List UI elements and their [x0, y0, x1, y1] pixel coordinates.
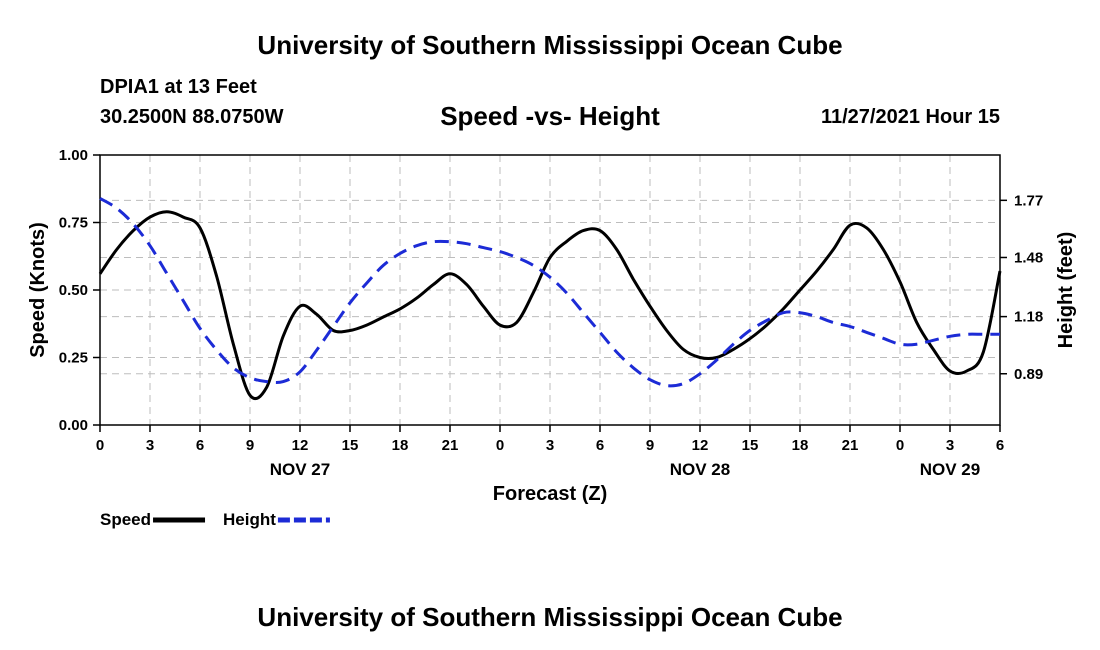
x-axis-label: Forecast (Z) — [493, 483, 607, 505]
date-label: NOV 29 — [920, 460, 980, 479]
date-label: NOV 28 — [670, 460, 730, 479]
x-tick-label: 15 — [742, 437, 759, 454]
legend: Speed Height — [100, 510, 330, 529]
x-tick-label: 15 — [342, 437, 359, 454]
y-left-tick-label: 0.25 — [59, 350, 88, 367]
y-left-tick-label: 0.75 — [59, 215, 88, 232]
x-tick-label: 18 — [792, 437, 809, 454]
x-tick-label: 3 — [546, 437, 554, 454]
y-right-tick-label: 1.77 — [1014, 192, 1043, 209]
x-tick-label: 18 — [392, 437, 409, 454]
y-axis-left-label: Speed (Knots) — [27, 222, 49, 358]
x-tick-label: 21 — [842, 437, 859, 454]
x-tick-label: 6 — [996, 437, 1004, 454]
chart-title: Speed -vs- Height — [440, 101, 660, 131]
x-tick-label: 0 — [896, 437, 904, 454]
forecast-datetime: 11/27/2021 Hour 15 — [820, 106, 1000, 128]
footer-title: University of Southern Mississippi Ocean… — [257, 602, 842, 632]
x-tick-label: 0 — [96, 437, 104, 454]
x-tick-label: 6 — [196, 437, 204, 454]
series-line-speed — [98, 210, 1002, 401]
series-layer — [98, 197, 1002, 401]
y-right-tick-label: 1.48 — [1014, 249, 1043, 266]
x-tick-label: 3 — [946, 437, 954, 454]
station-label: DPIA1 at 13 Feet — [100, 76, 257, 98]
y-right-tick-label: 1.18 — [1014, 309, 1043, 326]
x-tick-label: 6 — [596, 437, 604, 454]
grid-layer — [100, 155, 1000, 425]
series-line-height — [99, 197, 1000, 388]
x-tick-label: 12 — [292, 437, 309, 454]
x-tick-label: 9 — [246, 437, 254, 454]
y-left-tick-label: 1.00 — [59, 147, 88, 164]
station-coordinates: 30.2500N 88.0750W — [100, 106, 284, 128]
x-tick-label: 21 — [442, 437, 459, 454]
legend-label-speed: Speed — [100, 510, 151, 529]
date-label: NOV 27 — [270, 460, 330, 479]
y-left-tick-label: 0.00 — [59, 417, 88, 434]
x-tick-label: 3 — [146, 437, 154, 454]
x-tick-label: 9 — [646, 437, 654, 454]
x-tick-label: 0 — [496, 437, 504, 454]
y-left-tick-label: 0.50 — [59, 282, 88, 299]
y-axis-right-label: Height (feet) — [1055, 232, 1077, 349]
x-tick-label: 12 — [692, 437, 709, 454]
tick-layer: 0 3 6 9 12 15 18 21 0 3 6 9 12 15 18 21 0 3 6 0.00 0.25 0.50 0… — [59, 147, 1043, 479]
legend-label-height: Height — [223, 510, 276, 529]
page-title: University of Southern Mississippi Ocean… — [257, 30, 843, 60]
y-right-tick-label: 0.89 — [1014, 366, 1043, 383]
